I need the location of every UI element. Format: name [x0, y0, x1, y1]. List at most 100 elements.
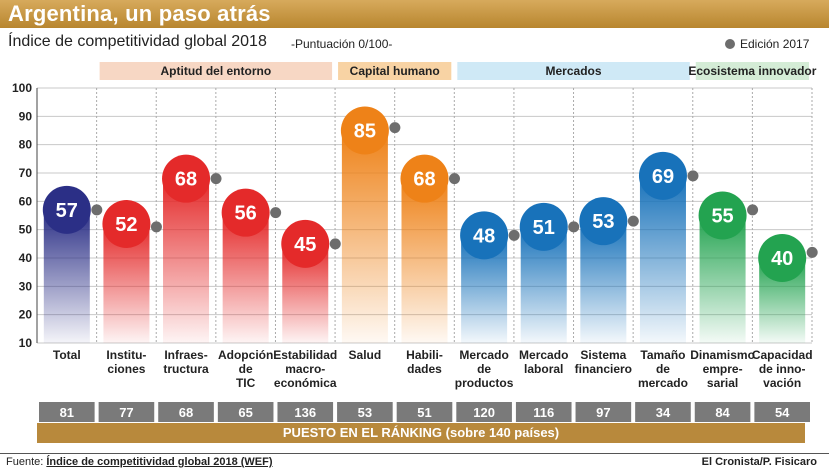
point-2017 [747, 204, 759, 216]
chart-subtitle-note: -Puntuación 0/100- [291, 37, 393, 51]
x-tick-line: sarial [707, 376, 738, 390]
ranking-value: 34 [656, 405, 671, 420]
data-label: 85 [354, 121, 376, 143]
point-2017 [210, 173, 222, 185]
data-label: 40 [771, 248, 793, 270]
x-tick-line: Infraes- [164, 348, 207, 362]
x-tick-label: Estabilidad macro-económica [273, 348, 337, 390]
x-tick-line: Habili- [406, 348, 443, 362]
point-2017 [806, 246, 818, 258]
y-tick-label: 100 [12, 81, 32, 95]
x-tick-label: Total [53, 348, 81, 362]
data-label: 52 [115, 214, 137, 236]
data-label: 68 [413, 169, 435, 191]
value-bubble [638, 151, 687, 200]
group-label: Mercados [546, 64, 602, 78]
y-tick-label: 70 [19, 166, 33, 180]
value-bubble [519, 202, 568, 251]
ranking-cell [396, 402, 453, 422]
x-tick-label: Mercado de productos [455, 348, 514, 390]
ranking-value: 65 [238, 405, 252, 420]
x-tick-line: Estabilidad [273, 348, 337, 362]
chart-subtitle: Índice de competitividad global 2018 [8, 33, 267, 50]
value-bubble [221, 188, 270, 237]
ranking-value: 136 [294, 405, 316, 420]
y-tick-label: 10 [19, 336, 33, 350]
ranking-cell [575, 402, 632, 422]
y-tick-label: 80 [19, 138, 33, 152]
ranking-value: 116 [533, 405, 554, 420]
x-tick-line: de [239, 362, 253, 376]
value-bubble [758, 234, 807, 282]
data-label: 53 [592, 211, 614, 233]
y-tick-label: 20 [19, 308, 33, 322]
x-tick-line: Adopción [218, 348, 273, 362]
x-tick-line: TIC [236, 376, 256, 390]
group-band [338, 62, 452, 80]
x-tick-line: Sistema [580, 348, 626, 362]
group-band [457, 62, 690, 80]
ranking-cell [456, 402, 512, 422]
point-2017 [150, 221, 162, 233]
x-tick-label: Habili-dades [406, 348, 443, 376]
x-tick-line: empre- [703, 362, 743, 376]
ranking-value: 97 [596, 405, 610, 420]
x-tick-line: Capacidad [752, 348, 813, 362]
legend-dot-icon [725, 39, 735, 49]
ranking-cell [39, 402, 95, 422]
x-tick-line: de inno- [759, 362, 806, 376]
point-2017 [270, 207, 282, 219]
value-bubble [579, 197, 628, 246]
group-band [695, 62, 809, 80]
data-label: 69 [652, 166, 674, 188]
ranking-cell [158, 402, 214, 422]
x-tick-line: de [477, 362, 491, 376]
data-label: 48 [473, 225, 495, 247]
x-tick-line: Dinamismo [690, 348, 755, 362]
value-bubble [162, 154, 211, 203]
group-band [99, 62, 333, 80]
ranking-cell [98, 402, 155, 422]
ranking-value: 53 [358, 405, 372, 420]
y-tick-label: 60 [19, 194, 33, 208]
x-tick-label: Institu-ciones [106, 348, 146, 376]
x-tick-line: mercado [638, 376, 688, 390]
ranking-value: 77 [119, 405, 133, 420]
footer-divider [0, 453, 829, 454]
x-tick-label: Infraes-tructura [163, 348, 209, 376]
ranking-banner [37, 423, 805, 443]
group-label: Ecosistema innovador [688, 64, 816, 78]
x-tick-label: Mercado laboral [519, 348, 568, 376]
bar [163, 178, 210, 343]
y-tick-label: 30 [19, 279, 33, 293]
x-tick-label: Salud [349, 348, 382, 362]
ranking-title: PUESTO EN EL RÁNKING (sobre 140 países) [282, 425, 560, 440]
x-tick-line: productos [455, 376, 514, 390]
x-tick-line: Mercado [459, 348, 508, 362]
ranking-value: 120 [473, 405, 495, 420]
point-2017 [568, 221, 580, 233]
y-tick-label: 90 [19, 109, 33, 123]
x-tick-label: Dinamismo empre-sarial [690, 348, 755, 390]
value-bubble [460, 211, 509, 260]
ranking-value: 68 [179, 405, 193, 420]
point-2017 [687, 170, 699, 182]
y-tick-label: 50 [19, 223, 33, 237]
x-tick-line: económica [274, 376, 337, 390]
ranking-cell [754, 402, 810, 422]
x-tick-label: Tamaño de mercado [638, 348, 688, 390]
data-label: 57 [56, 200, 78, 222]
title-bar [0, 0, 829, 28]
source-name: Índice de competitividad global 2018 (WE… [46, 456, 273, 468]
x-tick-line: tructura [163, 362, 209, 376]
y-tick-label: 40 [19, 251, 33, 265]
point-2017 [449, 173, 460, 185]
x-tick-line: Salud [349, 348, 382, 362]
bar [639, 175, 686, 343]
x-tick-label: Capacidad de inno-vación [752, 348, 813, 390]
ranking-cell [277, 402, 334, 422]
point-2017 [389, 122, 401, 134]
source-prefix: Fuente: [6, 456, 44, 468]
group-label: Capital humano [350, 64, 440, 78]
